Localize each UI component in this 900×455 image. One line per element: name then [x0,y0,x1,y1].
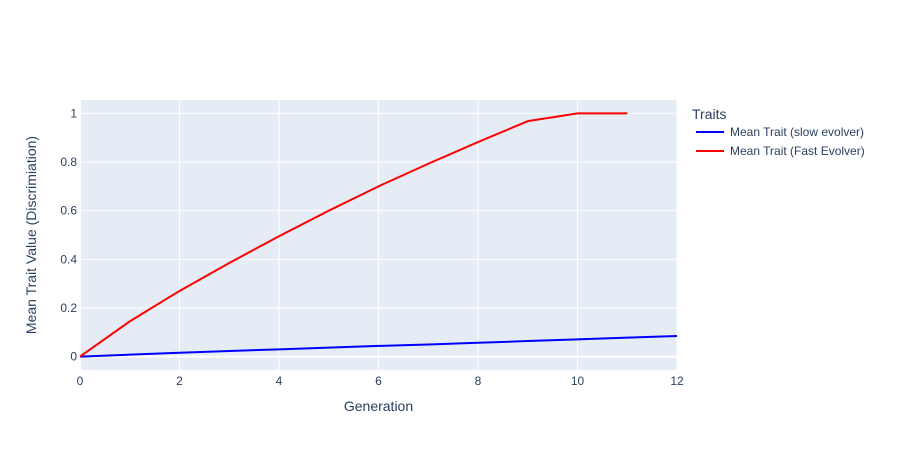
y-tick-label: 0.2 [60,301,77,315]
series-line-2 [79,112,628,358]
x-tick-label: 4 [276,374,283,388]
y-tick-label: 0 [70,350,77,364]
x-tick-label: 2 [176,374,183,388]
x-tick-label: 6 [375,374,382,388]
grid-lines [79,100,678,370]
y-tick-label: 0.8 [60,155,77,169]
x-tick-labels: 0 2 4 6 8 10 12 [77,374,684,388]
legend-title: Traits [692,106,726,122]
x-tick-label: 8 [475,374,482,388]
series-lines [79,112,678,358]
x-tick-label: 10 [571,374,585,388]
series-line-1 [79,334,678,358]
y-tick-label: 1 [70,106,77,120]
y-tick-labels: 0 0.2 0.4 0.6 0.8 1 [60,106,77,363]
y-tick-label: 0.6 [60,204,77,218]
x-tick-label: 12 [670,374,684,388]
y-axis-label: Mean Trait Value (Discrimiation) [23,136,39,334]
y-tick-label: 0.4 [60,252,77,266]
legend-label-2: Mean Trait (Fast Evolver) [730,144,865,158]
x-axis-label: Generation [344,398,413,414]
legend-label-1: Mean Trait (slow evolver) [730,125,864,139]
x-tick-label: 0 [77,374,84,388]
legend: Mean Trait (slow evolver) Mean Trait (Fas… [696,125,865,158]
